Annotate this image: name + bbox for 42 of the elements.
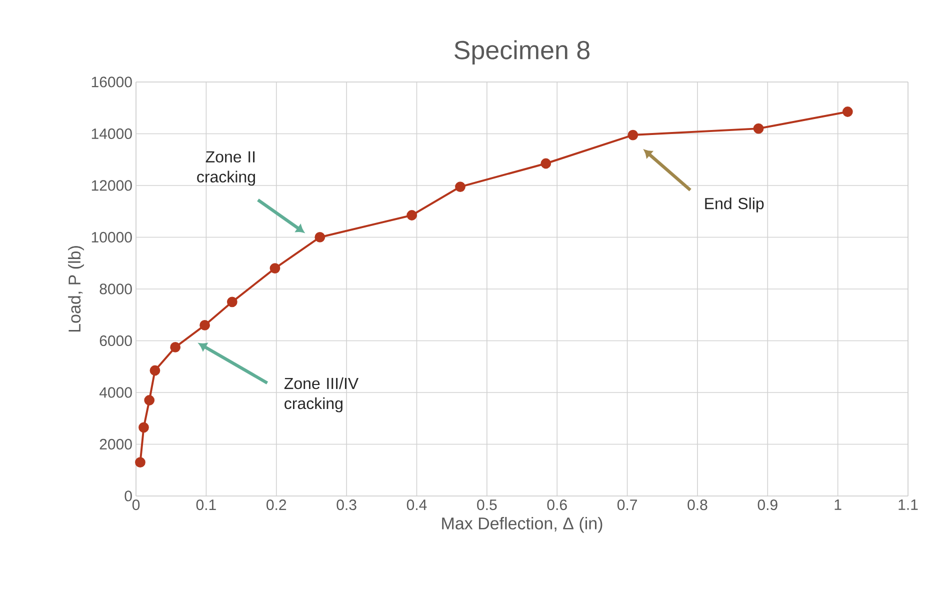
x-tick-label: 0.8 [688, 500, 708, 510]
point [200, 320, 210, 330]
y-tick-label: 0 [124, 490, 132, 502]
point [842, 106, 853, 117]
point [540, 158, 552, 169]
x-tick-label: 0.6 [547, 500, 567, 510]
point [144, 395, 155, 406]
y-tick-label: 8000 [100, 284, 132, 294]
point [314, 232, 326, 242]
y-tick-label: 16000 [92, 76, 132, 88]
x-tick-label: 0.4 [406, 500, 427, 510]
x-tick-label: 0.5 [477, 500, 497, 510]
point [150, 365, 160, 376]
point [628, 130, 638, 140]
x-tick-label: 1.1 [898, 500, 918, 510]
chart-title: Specimen 8 [454, 40, 590, 64]
point [406, 210, 418, 220]
x-tick-label: 0.9 [758, 500, 778, 510]
annotation: Zone II cracking [197, 151, 255, 186]
x-tick-label: 0.3 [336, 500, 356, 510]
y-tick-label: 2000 [100, 438, 132, 450]
annotation: End Slip [705, 197, 764, 212]
annotation: Zone III/IV cracking [284, 377, 359, 412]
y-tick-label: 10000 [92, 232, 132, 243]
point [270, 263, 280, 274]
point [138, 422, 149, 433]
x-tick-label: 0 [132, 500, 140, 510]
x-axis-title: Max Deflection, Δ (in) [442, 516, 602, 533]
y-tick-label: 6000 [100, 335, 132, 346]
x-tick-label: 0.1 [196, 500, 216, 510]
point [455, 182, 466, 192]
y-axis-title: Load, P (lb) [68, 246, 84, 332]
point [135, 457, 146, 468]
point [753, 123, 764, 134]
y-tick-label: 4000 [99, 387, 132, 398]
y-tick-label: 12000 [92, 180, 132, 191]
point [170, 342, 181, 352]
point [226, 296, 238, 308]
x-tick-label: 0.2 [266, 500, 286, 510]
y-tick-label: 14000 [92, 128, 132, 140]
x-tick-label: 0.7 [617, 500, 637, 510]
x-tick-label: 1 [834, 500, 842, 510]
